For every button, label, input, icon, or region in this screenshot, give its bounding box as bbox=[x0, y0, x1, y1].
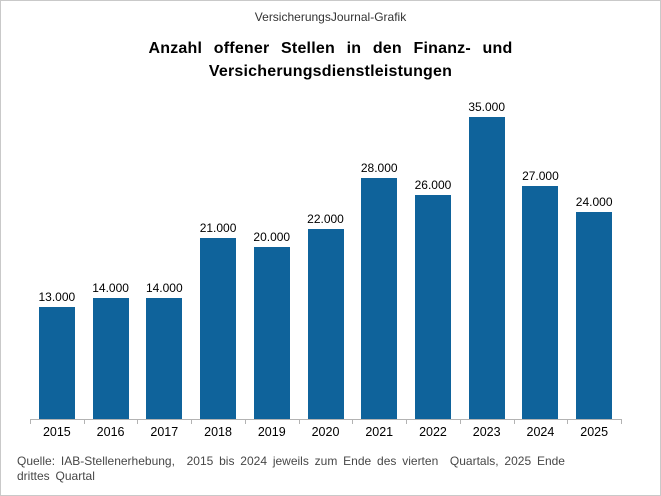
x-axis-tick bbox=[352, 419, 354, 424]
bar-2019 bbox=[253, 247, 290, 419]
x-axis-tick bbox=[83, 419, 85, 424]
value-label-2022: 26.000 bbox=[414, 178, 452, 192]
x-axis-tick bbox=[137, 419, 139, 424]
bar-2020 bbox=[307, 229, 344, 419]
value-label-2015: 13.000 bbox=[38, 290, 76, 304]
chart-title-line1: Anzahl offener Stellen in den Finanz- un… bbox=[148, 40, 513, 57]
bar-2015 bbox=[38, 307, 75, 419]
x-axis-tick bbox=[513, 419, 515, 424]
x-axis-label-2022: 2022 bbox=[419, 425, 447, 439]
bar-slot-2023: 35.000 bbox=[460, 87, 514, 419]
x-axis-label-2021: 2021 bbox=[365, 425, 394, 439]
x-axis-label-2023: 2023 bbox=[472, 425, 501, 439]
x-axis-tick bbox=[406, 419, 408, 424]
bar-2018 bbox=[200, 238, 237, 419]
bar-slot-2022: 26.000 bbox=[406, 87, 460, 419]
source-note-line2: drittes Quartal bbox=[17, 469, 95, 483]
x-axis-label-2016: 2016 bbox=[96, 425, 125, 439]
value-label-2024: 27.000 bbox=[522, 169, 559, 183]
bar-2021 bbox=[361, 178, 398, 419]
bar-slot-2024: 27.000 bbox=[514, 87, 568, 419]
value-label-2016: 14.000 bbox=[92, 281, 129, 295]
x-axis-tick bbox=[459, 419, 461, 424]
bar-slot-2016: 14.000 bbox=[84, 87, 138, 419]
chart-title: Anzahl offener Stellen in den Finanz- un… bbox=[1, 37, 660, 83]
value-label-2023: 35.000 bbox=[468, 100, 506, 114]
x-axis-tick bbox=[191, 419, 193, 424]
bar-slot-2020: 22.000 bbox=[299, 87, 353, 419]
value-label-2021: 28.000 bbox=[360, 161, 398, 175]
value-label-2020: 22.000 bbox=[307, 212, 344, 226]
bar-slot-2018: 21.000 bbox=[191, 87, 245, 419]
x-axis-label-2018: 2018 bbox=[204, 425, 232, 439]
bar-2022 bbox=[414, 195, 451, 419]
x-axis-tick bbox=[567, 419, 569, 424]
x-axis-line bbox=[30, 419, 623, 420]
source-note: Quelle: IAB-Stellenerhebung, 2015 bis 20… bbox=[17, 454, 648, 484]
watermark-text: VersicherungsJournal-Grafik bbox=[254, 10, 407, 24]
x-axis-label-2024: 2024 bbox=[526, 425, 555, 439]
x-axis-label-2020: 2020 bbox=[311, 425, 340, 439]
chart-title-line2: Versicherungsdienstleistungen bbox=[208, 63, 453, 80]
bar-plot-area: 13.000 14.000 14.000 21.000 20.000 22.000 28.0… bbox=[1, 87, 660, 419]
value-label-2017: 14.000 bbox=[145, 281, 183, 295]
bar-2024 bbox=[522, 186, 559, 419]
bar-slot-2025: 24.000 bbox=[567, 87, 621, 419]
bar-slot-2019: 20.000 bbox=[245, 87, 299, 419]
x-axis-tick bbox=[621, 419, 623, 424]
bar-2016 bbox=[92, 298, 129, 419]
value-label-2025: 24.000 bbox=[575, 195, 613, 209]
bar-2025 bbox=[576, 212, 613, 419]
value-label-2019: 20.000 bbox=[253, 230, 291, 244]
value-label-2018: 21.000 bbox=[199, 221, 237, 235]
x-axis-tick bbox=[30, 419, 31, 424]
x-axis-label-2025: 2025 bbox=[580, 425, 609, 439]
x-axis-label-2019: 2019 bbox=[257, 425, 286, 439]
x-axis-tick bbox=[244, 419, 246, 424]
x-axis-tick bbox=[298, 419, 300, 424]
x-axis-label-2017: 2017 bbox=[150, 425, 179, 439]
x-axis-label-2015: 2015 bbox=[42, 425, 71, 439]
bar-slot-2015: 13.000 bbox=[30, 87, 84, 419]
bar-2017 bbox=[146, 298, 183, 419]
bar-slot-2021: 28.000 bbox=[352, 87, 406, 419]
bar-2023 bbox=[468, 117, 505, 419]
bar-slot-2017: 14.000 bbox=[137, 87, 191, 419]
source-note-line1: Quelle: IAB-Stellenerhebung, 2015 bis 20… bbox=[17, 454, 565, 468]
